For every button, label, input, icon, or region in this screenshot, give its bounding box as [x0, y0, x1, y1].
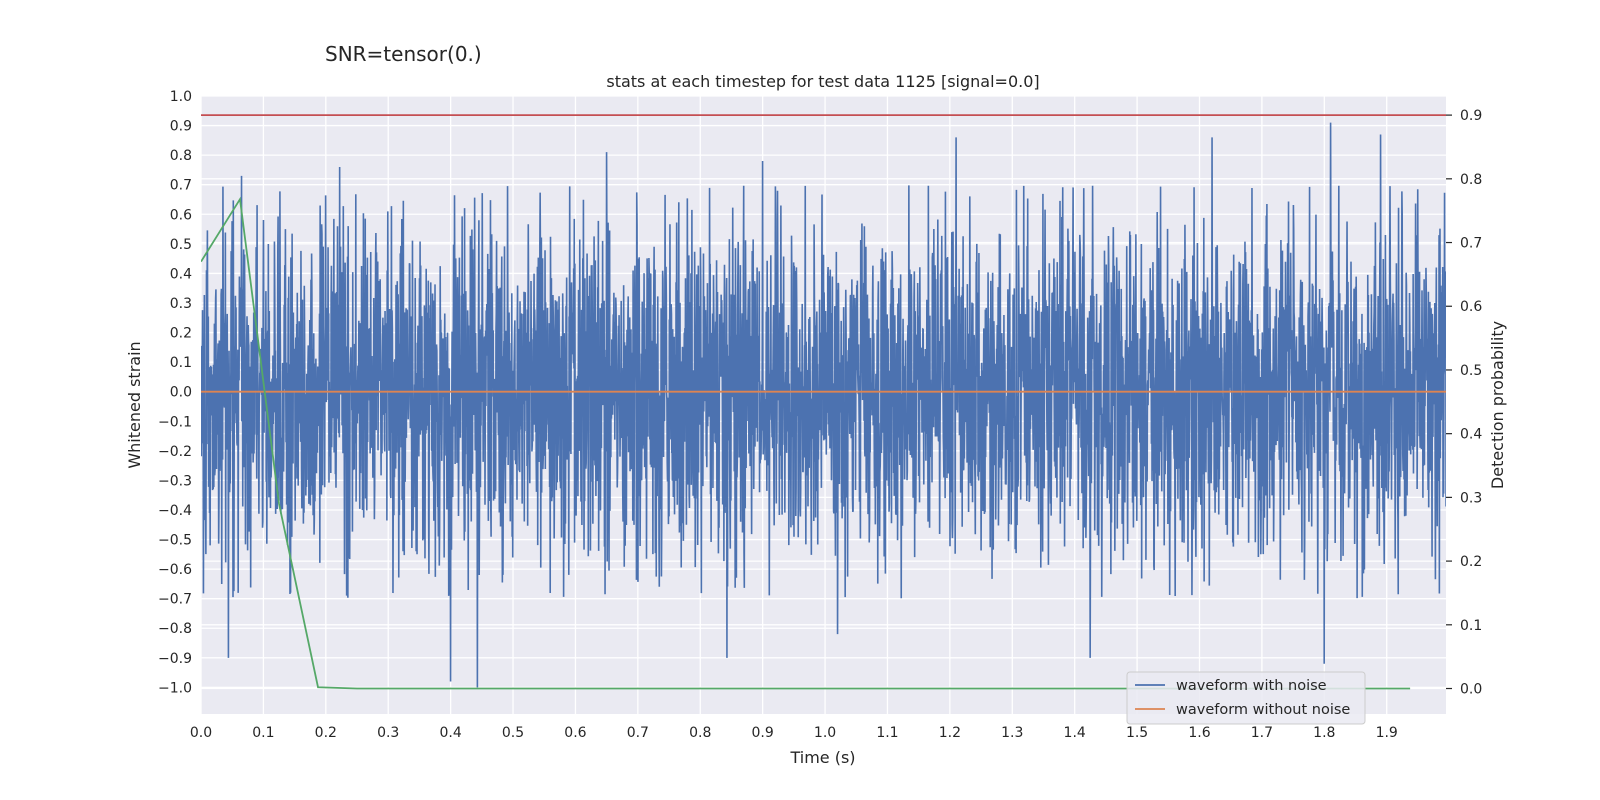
x-tick-label: 0.6: [564, 725, 586, 741]
legend-label-clean: waveform without noise: [1176, 702, 1350, 718]
x-tick-label: 0.2: [315, 725, 337, 741]
x-tick-label: 0.9: [752, 725, 774, 741]
y2-tick-label: 0.6: [1460, 299, 1482, 315]
y-tick-label: 0.4: [170, 266, 192, 282]
y-tick-label: −0.2: [158, 444, 192, 460]
x-tick-label: 0.5: [502, 725, 524, 741]
y-tick-label: −0.8: [158, 621, 192, 637]
series-detection-probability: [201, 196, 1411, 690]
y2-tick-label: 0.3: [1460, 490, 1482, 506]
axes: 1.0 0.9 0.8 0.7 0.6 0.5 0.4 0.3 0.2 0.1 0.0 −0.1 −0.…: [158, 89, 1482, 741]
y-tick-label: 0.7: [170, 178, 192, 194]
figure-suptitle: SNR=tensor(0.): [325, 42, 482, 66]
x-tick-label: 0.4: [439, 725, 461, 741]
legend-label-noise: waveform with noise: [1176, 678, 1327, 694]
y2-tick-label: 0.9: [1460, 108, 1482, 124]
y2-tick-label: 0.1: [1460, 618, 1482, 634]
y-tick-label: 0.1: [170, 355, 192, 371]
y-tick-label: 0.8: [170, 148, 192, 164]
y2-tick-label: 0.2: [1460, 554, 1482, 570]
series-waveform-with-noise: [201, 122, 1446, 688]
y2-tick-label: 0.8: [1460, 172, 1482, 188]
x-tick-label: 0.0: [190, 725, 212, 741]
x-tick-label: 0.8: [689, 725, 711, 741]
y-tick-label: −1.0: [158, 680, 192, 696]
y2-tick-label: 0.5: [1460, 363, 1482, 379]
legend: waveform with noise waveform without noi…: [1126, 671, 1366, 725]
y-axis-label: Whitened strain: [125, 341, 144, 468]
y-tick-label: −0.6: [158, 562, 192, 578]
x-tick-label: 0.3: [377, 725, 399, 741]
y-tick-label: 0.6: [170, 207, 192, 223]
y-tick-label: 1.0: [170, 89, 192, 105]
legend-box: [1126, 671, 1366, 725]
y-tick-label: −0.5: [158, 533, 192, 549]
x-tick-label: 1.3: [1001, 725, 1023, 741]
x-tick-label: 1.9: [1376, 725, 1398, 741]
x-tick-label: 0.7: [627, 725, 649, 741]
x-tick-label: 1.7: [1251, 725, 1273, 741]
y-tick-label: 0.3: [170, 296, 192, 312]
series-layer: [201, 114, 1446, 690]
chart-title: stats at each timestep for test data 112…: [606, 72, 1039, 91]
y-tick-label: −0.3: [158, 473, 192, 489]
x-tick-label: 1.6: [1188, 725, 1210, 741]
y2-tick-label: 0.7: [1460, 236, 1482, 252]
x-tick-label: 1.8: [1313, 725, 1335, 741]
y-tick-label: −0.7: [158, 592, 192, 608]
y-tick-label: 0.9: [170, 119, 192, 135]
x-tick-label: 1.5: [1126, 725, 1148, 741]
x-tick-label: 0.1: [252, 725, 274, 741]
y-tick-label: 0.0: [170, 385, 192, 401]
x-tick-label: 1.2: [939, 725, 961, 741]
x-tick-label: 1.4: [1064, 725, 1086, 741]
y2-axis-label: Detection probability: [1488, 321, 1507, 489]
y-tick-label: 0.2: [170, 326, 192, 342]
y-tick-label: 0.5: [170, 237, 192, 253]
x-axis-label: Time (s): [789, 748, 855, 767]
y2-tick-label: 0.4: [1460, 427, 1482, 443]
x-tick-label: 1.0: [814, 725, 836, 741]
y-tick-label: −0.9: [158, 651, 192, 667]
y-tick-label: −0.1: [158, 414, 192, 430]
x-tick-label: 1.1: [876, 725, 898, 741]
y2-tick-label: 0.0: [1460, 682, 1482, 698]
y-tick-label: −0.4: [158, 503, 192, 519]
